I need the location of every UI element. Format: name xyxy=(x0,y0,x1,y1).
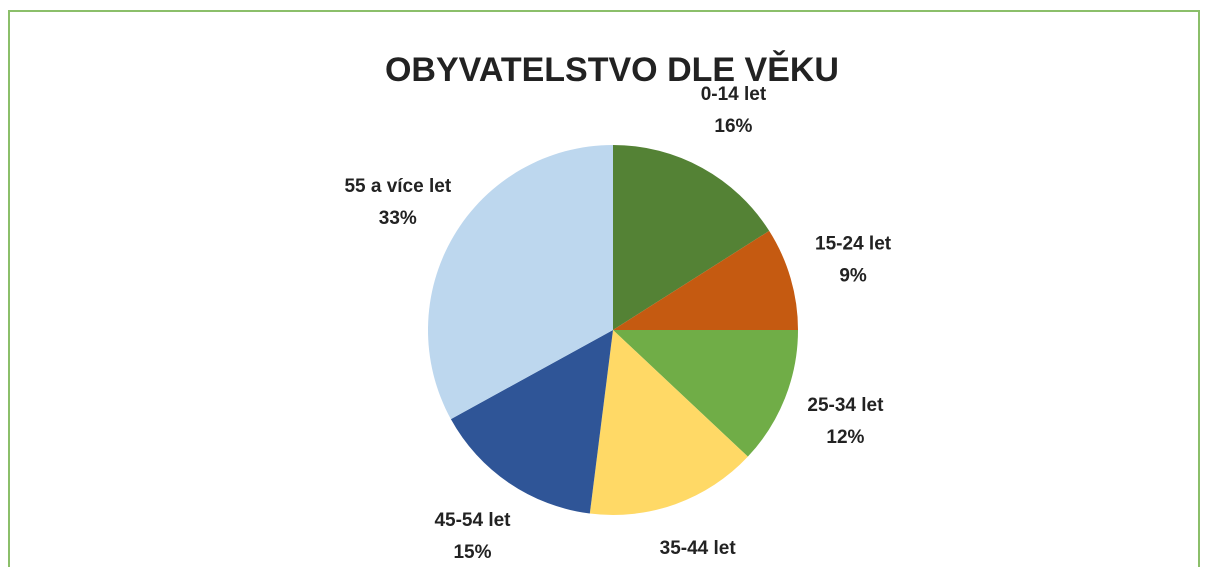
pie-slice xyxy=(613,330,798,457)
pie-slice xyxy=(450,330,613,514)
slice-category: 15-24 let xyxy=(815,233,892,254)
slice-value-label: 33% xyxy=(379,208,417,229)
pie-slice xyxy=(589,330,748,515)
slice-category: 45-54 let xyxy=(434,510,511,531)
slice-value-label: 16% xyxy=(714,116,752,137)
chart-title: OBYVATELSTVO DLE VĚKU xyxy=(385,51,839,89)
slice-value-label: 15% xyxy=(453,542,491,563)
pie-slice xyxy=(613,230,798,330)
slice-category: 25-34 let xyxy=(807,395,884,416)
pie-slice xyxy=(613,145,770,330)
slice-category: 35-44 let xyxy=(660,538,737,559)
slice-value-label: 9% xyxy=(839,265,867,286)
slice-category: 55 a více let xyxy=(344,176,451,197)
pie-slice xyxy=(428,144,613,420)
slice-category: 0-14 let xyxy=(701,84,767,105)
slice-value-label: 12% xyxy=(826,427,864,448)
